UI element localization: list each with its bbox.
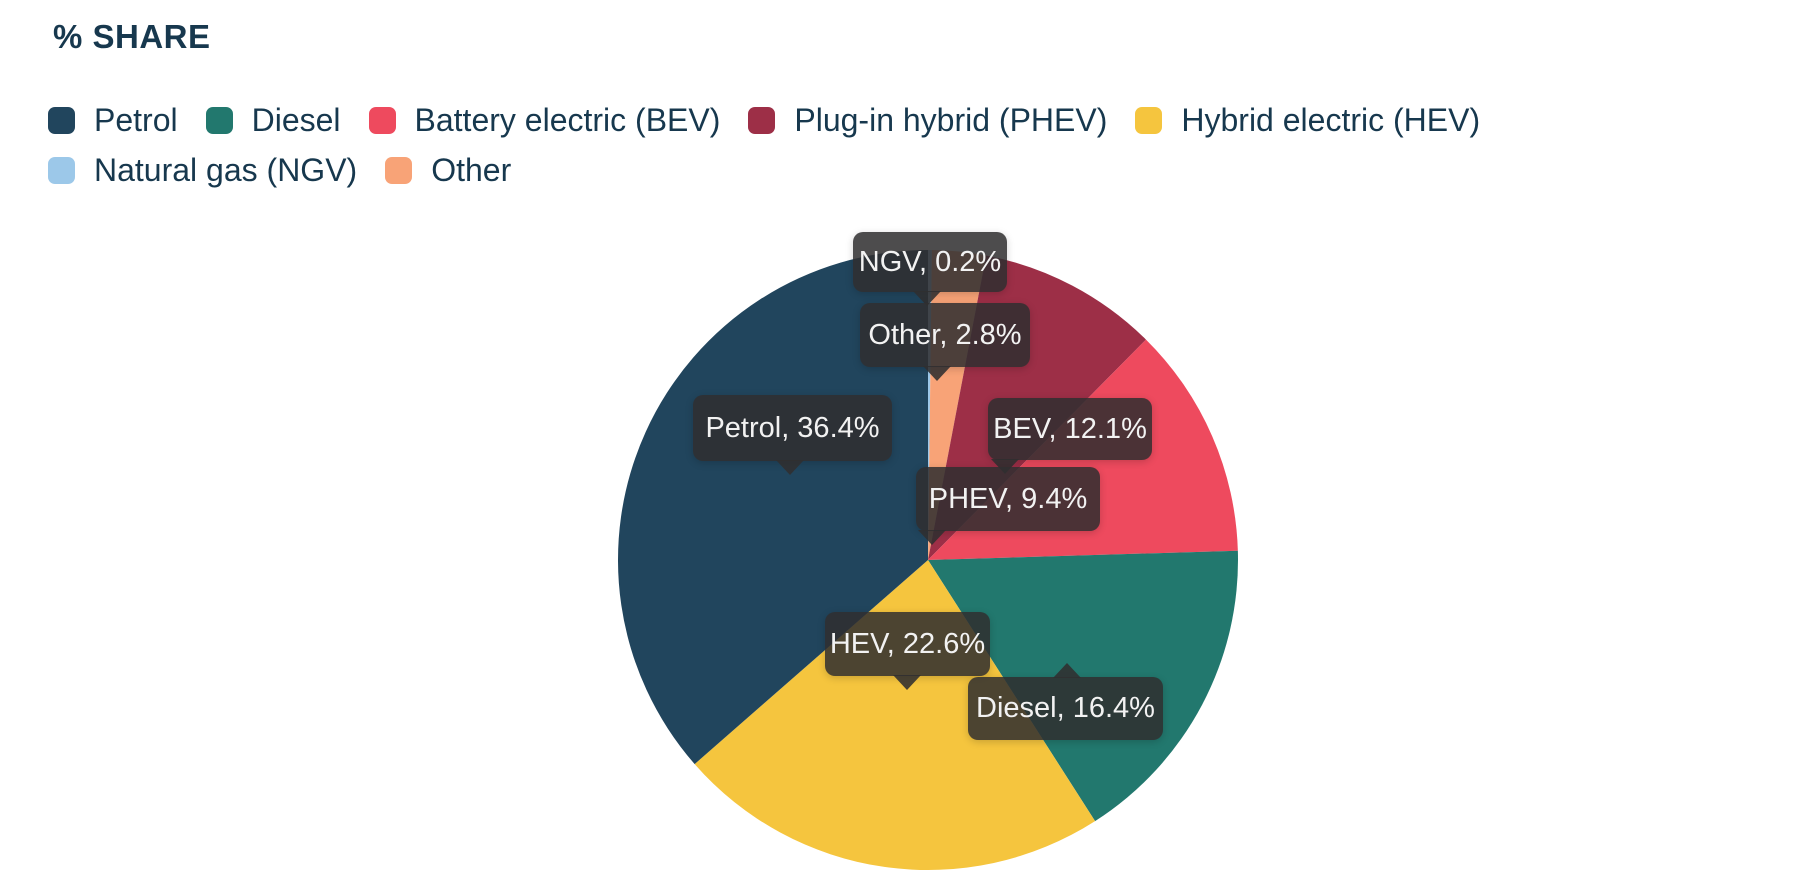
pie-slice-hev[interactable] <box>694 560 1096 870</box>
legend-swatch-phev <box>748 107 776 135</box>
pie-slice-petrol[interactable] <box>617 249 928 765</box>
legend-item-hev[interactable]: Hybrid electric (HEV) <box>1135 102 1481 138</box>
legend-swatch-bev <box>368 107 396 135</box>
legend-swatch-petrol <box>48 107 75 135</box>
legend-item-other[interactable]: Other <box>385 151 512 188</box>
legend-item-ngv[interactable]: Natural gas (NGV) <box>48 151 358 188</box>
legend-item-petrol[interactable]: Petrol <box>48 102 178 138</box>
legend-swatch-diesel <box>205 107 233 135</box>
legend-label-bev: Battery electric (BEV) <box>414 102 721 138</box>
legend-label-petrol: Petrol <box>94 102 178 138</box>
legend-item-diesel[interactable]: Diesel <box>205 102 341 138</box>
chart-title: % SHARE <box>53 18 211 55</box>
legend-swatch-ngv <box>48 156 75 184</box>
legend-label-hev: Hybrid electric (HEV) <box>1181 102 1481 138</box>
legend-swatch-other <box>385 156 413 184</box>
legend-label-phev: Plug-in hybrid (PHEV) <box>794 102 1108 138</box>
legend-swatch-hev <box>1135 107 1163 135</box>
legend-label-diesel: Diesel <box>251 102 341 138</box>
legend-item-bev[interactable]: Battery electric (BEV) <box>368 102 721 138</box>
legend-label-ngv: Natural gas (NGV) <box>94 151 358 188</box>
chart-legend: Petrol Diesel Battery electric (BEV) Plug-i… <box>48 102 1608 188</box>
legend-item-phev[interactable]: Plug-in hybrid (PHEV) <box>748 102 1108 138</box>
legend-label-other: Other <box>431 151 512 188</box>
